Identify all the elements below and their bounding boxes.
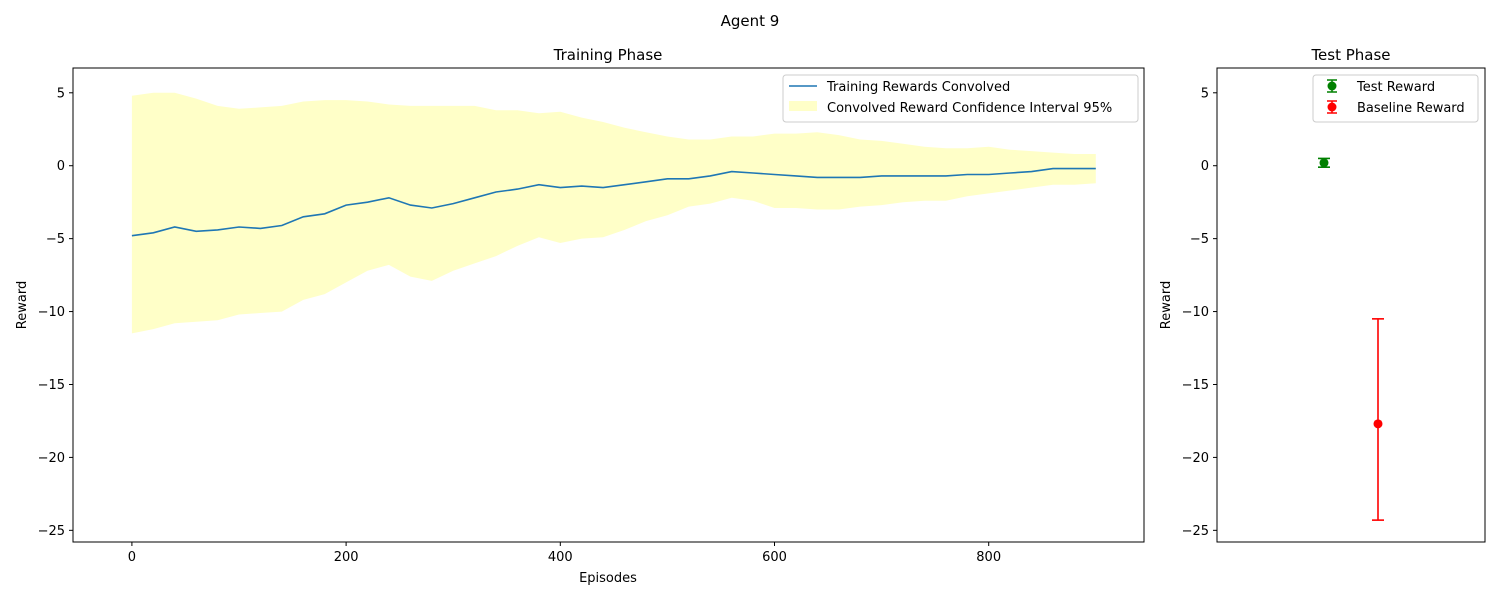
test-reward-point [1318, 157, 1330, 168]
training-rewards-line [131, 167, 1096, 237]
x-tick-label: 0 [128, 550, 136, 565]
y-tick-label: 0 [1201, 159, 1209, 174]
test-legend: Test Reward Baseline Reward [1312, 74, 1479, 123]
y-tick-label: −15 [38, 378, 65, 393]
training-y-ticks: 5 0 −5 −10 −15 −20 −25 [38, 86, 73, 539]
y-tick-label: −25 [38, 524, 65, 539]
training-legend: Training Rewards Convolved Convolved Rew… [782, 74, 1139, 123]
test-title: Test Phase [1310, 46, 1390, 64]
training-legend-box [782, 74, 1139, 123]
figure-title: Agent 9 [721, 12, 780, 30]
legend-test-reward: Test Reward [1356, 80, 1435, 95]
legend-test-marker [1327, 79, 1337, 93]
legend-baseline-marker [1327, 100, 1337, 114]
y-tick-label: 5 [57, 86, 65, 101]
y-tick-label: 0 [57, 159, 65, 174]
test-panel: Test Phase 5 0 −5 −10 −15 −20 −25 Reward Test … [1159, 46, 1486, 543]
legend-confidence-interval: Convolved Reward Confidence Interval 95% [827, 101, 1112, 116]
y-tick-label: −15 [1182, 378, 1209, 393]
x-tick-label: 800 [976, 550, 1001, 565]
training-x-label: Episodes [579, 571, 637, 586]
y-tick-label: −20 [1182, 451, 1209, 466]
legend-baseline-reward: Baseline Reward [1357, 101, 1465, 116]
legend-training-rewards: Training Rewards Convolved [826, 80, 1010, 95]
training-title: Training Phase [553, 46, 663, 64]
x-tick-label: 400 [548, 550, 573, 565]
y-tick-label: −5 [1190, 232, 1209, 247]
y-tick-label: −20 [38, 451, 65, 466]
x-tick-label: 200 [334, 550, 359, 565]
y-tick-label: −10 [1182, 305, 1209, 320]
training-panel: Training Phase 0 200 400 600 800 5 0 −5 −10 −15 −… [15, 46, 1145, 586]
training-x-ticks: 0 200 400 600 800 [128, 542, 1001, 565]
confidence-interval-area [131, 92, 1096, 334]
test-plot-frame [1216, 67, 1486, 543]
test-y-label: Reward [1159, 281, 1174, 329]
training-y-label: Reward [15, 281, 30, 329]
legend-area-swatch [789, 101, 817, 111]
y-tick-label: −5 [46, 232, 65, 247]
test-legend-box [1312, 74, 1479, 123]
baseline-reward-point [1372, 318, 1384, 521]
training-plot-frame [72, 67, 1145, 543]
y-tick-label: −25 [1182, 524, 1209, 539]
x-tick-label: 600 [762, 550, 787, 565]
test-y-ticks: 5 0 −5 −10 −15 −20 −25 [1182, 86, 1217, 539]
y-tick-label: 5 [1201, 86, 1209, 101]
test-marks [1318, 157, 1384, 521]
y-tick-label: −10 [38, 305, 65, 320]
